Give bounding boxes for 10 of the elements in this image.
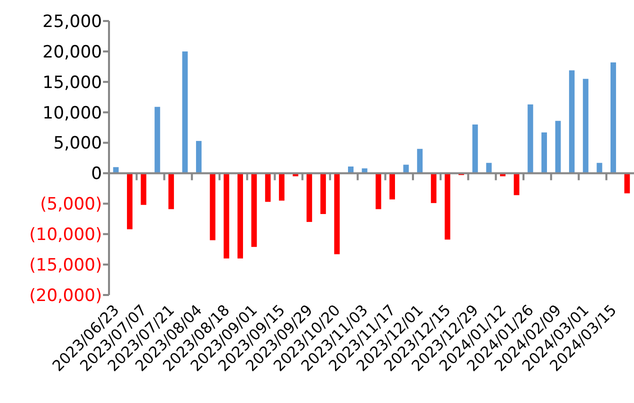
y-tick-label: (15,000) xyxy=(29,256,102,276)
y-tick-label: 25,000 xyxy=(42,12,102,32)
y-tick-label: 0 xyxy=(91,164,102,184)
y-tick-label: 15,000 xyxy=(42,72,102,93)
y-tick-label: (10,000) xyxy=(29,225,102,246)
y-tick-label: 5,000 xyxy=(53,134,102,154)
y-tick-label: (5,000) xyxy=(40,194,102,215)
y-tick-label: (20,000) xyxy=(29,286,102,306)
y-tick-label: 20,000 xyxy=(42,42,102,62)
y-tick-label: 10,000 xyxy=(42,103,102,124)
